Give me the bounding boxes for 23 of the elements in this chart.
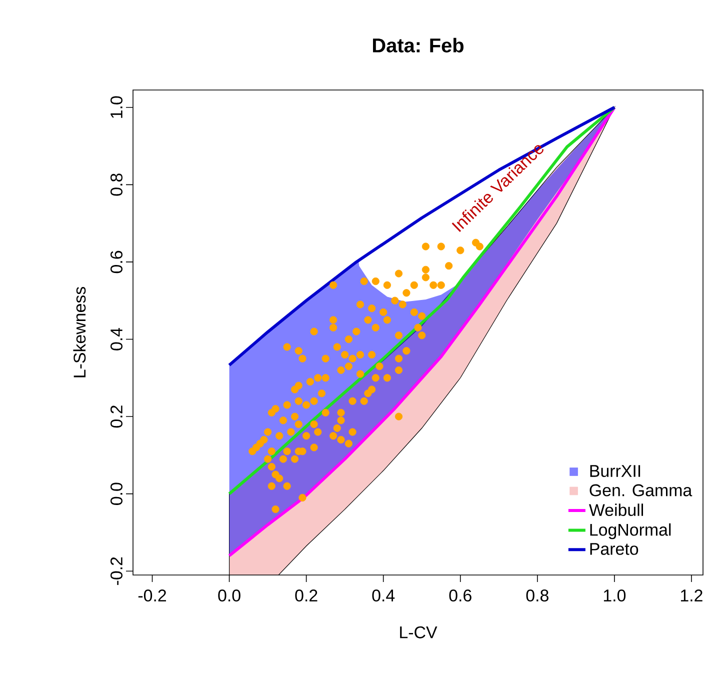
x-axis-title: L-CV	[400, 626, 438, 638]
y-tick-label: 0.6	[110, 250, 122, 274]
y-tick-label: 0.2	[110, 406, 122, 428]
legend-label: Gen. Gamma	[590, 484, 692, 496]
y-axis-title: L-Skewness	[73, 286, 86, 378]
x-tick-label: 0.2	[295, 590, 318, 602]
line-series	[228, 106, 616, 367]
x-tick-label: 1.2	[680, 590, 702, 602]
y-tick-label: 0.0	[110, 482, 122, 505]
x-tick-label: 0.0	[218, 590, 240, 602]
x-tick-label: 0.6	[449, 590, 472, 602]
legend-label: BurrXII	[590, 465, 640, 477]
x-tick-label: 0.4	[372, 590, 395, 602]
x-tick-label: -0.2	[138, 590, 166, 602]
legend-label: Pareto	[590, 543, 638, 555]
chart-title: Data: Feb	[373, 38, 464, 52]
x-tick-label: 1.0	[604, 590, 626, 602]
y-tick-label: 0.8	[110, 174, 122, 196]
legend-label: Weibull	[588, 504, 643, 516]
y-tick-label: 1.0	[110, 96, 122, 118]
y-tick-label: 0.4	[110, 328, 122, 350]
legend-label: LogNormal	[590, 523, 671, 540]
x-tick-label: 0.8	[526, 590, 548, 602]
